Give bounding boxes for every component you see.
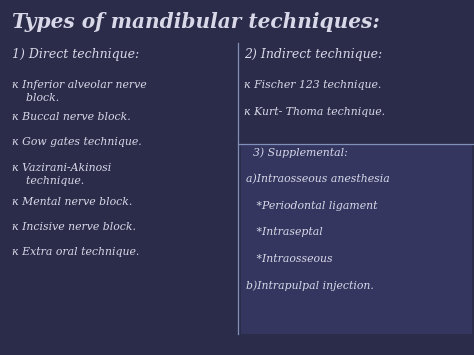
Text: ĸ Buccal nerve block.: ĸ Buccal nerve block. <box>12 112 131 122</box>
FancyBboxPatch shape <box>241 144 472 334</box>
Text: *Intraosseous: *Intraosseous <box>246 254 332 264</box>
Text: ĸ Incisive nerve block.: ĸ Incisive nerve block. <box>12 222 136 232</box>
Text: ĸ Fischer 123 technique.: ĸ Fischer 123 technique. <box>244 80 382 90</box>
Text: ĸ Vazirani-Akinosi
    technique.: ĸ Vazirani-Akinosi technique. <box>12 163 111 186</box>
Text: b)Intrapulpal injection.: b)Intrapulpal injection. <box>246 280 374 291</box>
Text: 3) Supplemental:: 3) Supplemental: <box>246 147 347 158</box>
Text: ĸ Kurt- Thoma technique.: ĸ Kurt- Thoma technique. <box>244 106 385 116</box>
Text: *Intraseptal: *Intraseptal <box>246 227 322 237</box>
Text: ĸ Mental nerve block.: ĸ Mental nerve block. <box>12 197 132 207</box>
Text: *Periodontal ligament: *Periodontal ligament <box>246 201 377 211</box>
Text: 1) Direct technique:: 1) Direct technique: <box>12 48 139 61</box>
Text: Types of mandibular techniques:: Types of mandibular techniques: <box>12 12 380 32</box>
Text: ĸ Gow gates technique.: ĸ Gow gates technique. <box>12 137 142 147</box>
Text: ĸ Extra oral technique.: ĸ Extra oral technique. <box>12 247 139 257</box>
Text: 2) Indirect technique:: 2) Indirect technique: <box>244 48 383 61</box>
Text: a)Intraosseous anesthesia: a)Intraosseous anesthesia <box>246 174 389 184</box>
Text: ĸ Inferior alveolar nerve
    block.: ĸ Inferior alveolar nerve block. <box>12 80 146 103</box>
